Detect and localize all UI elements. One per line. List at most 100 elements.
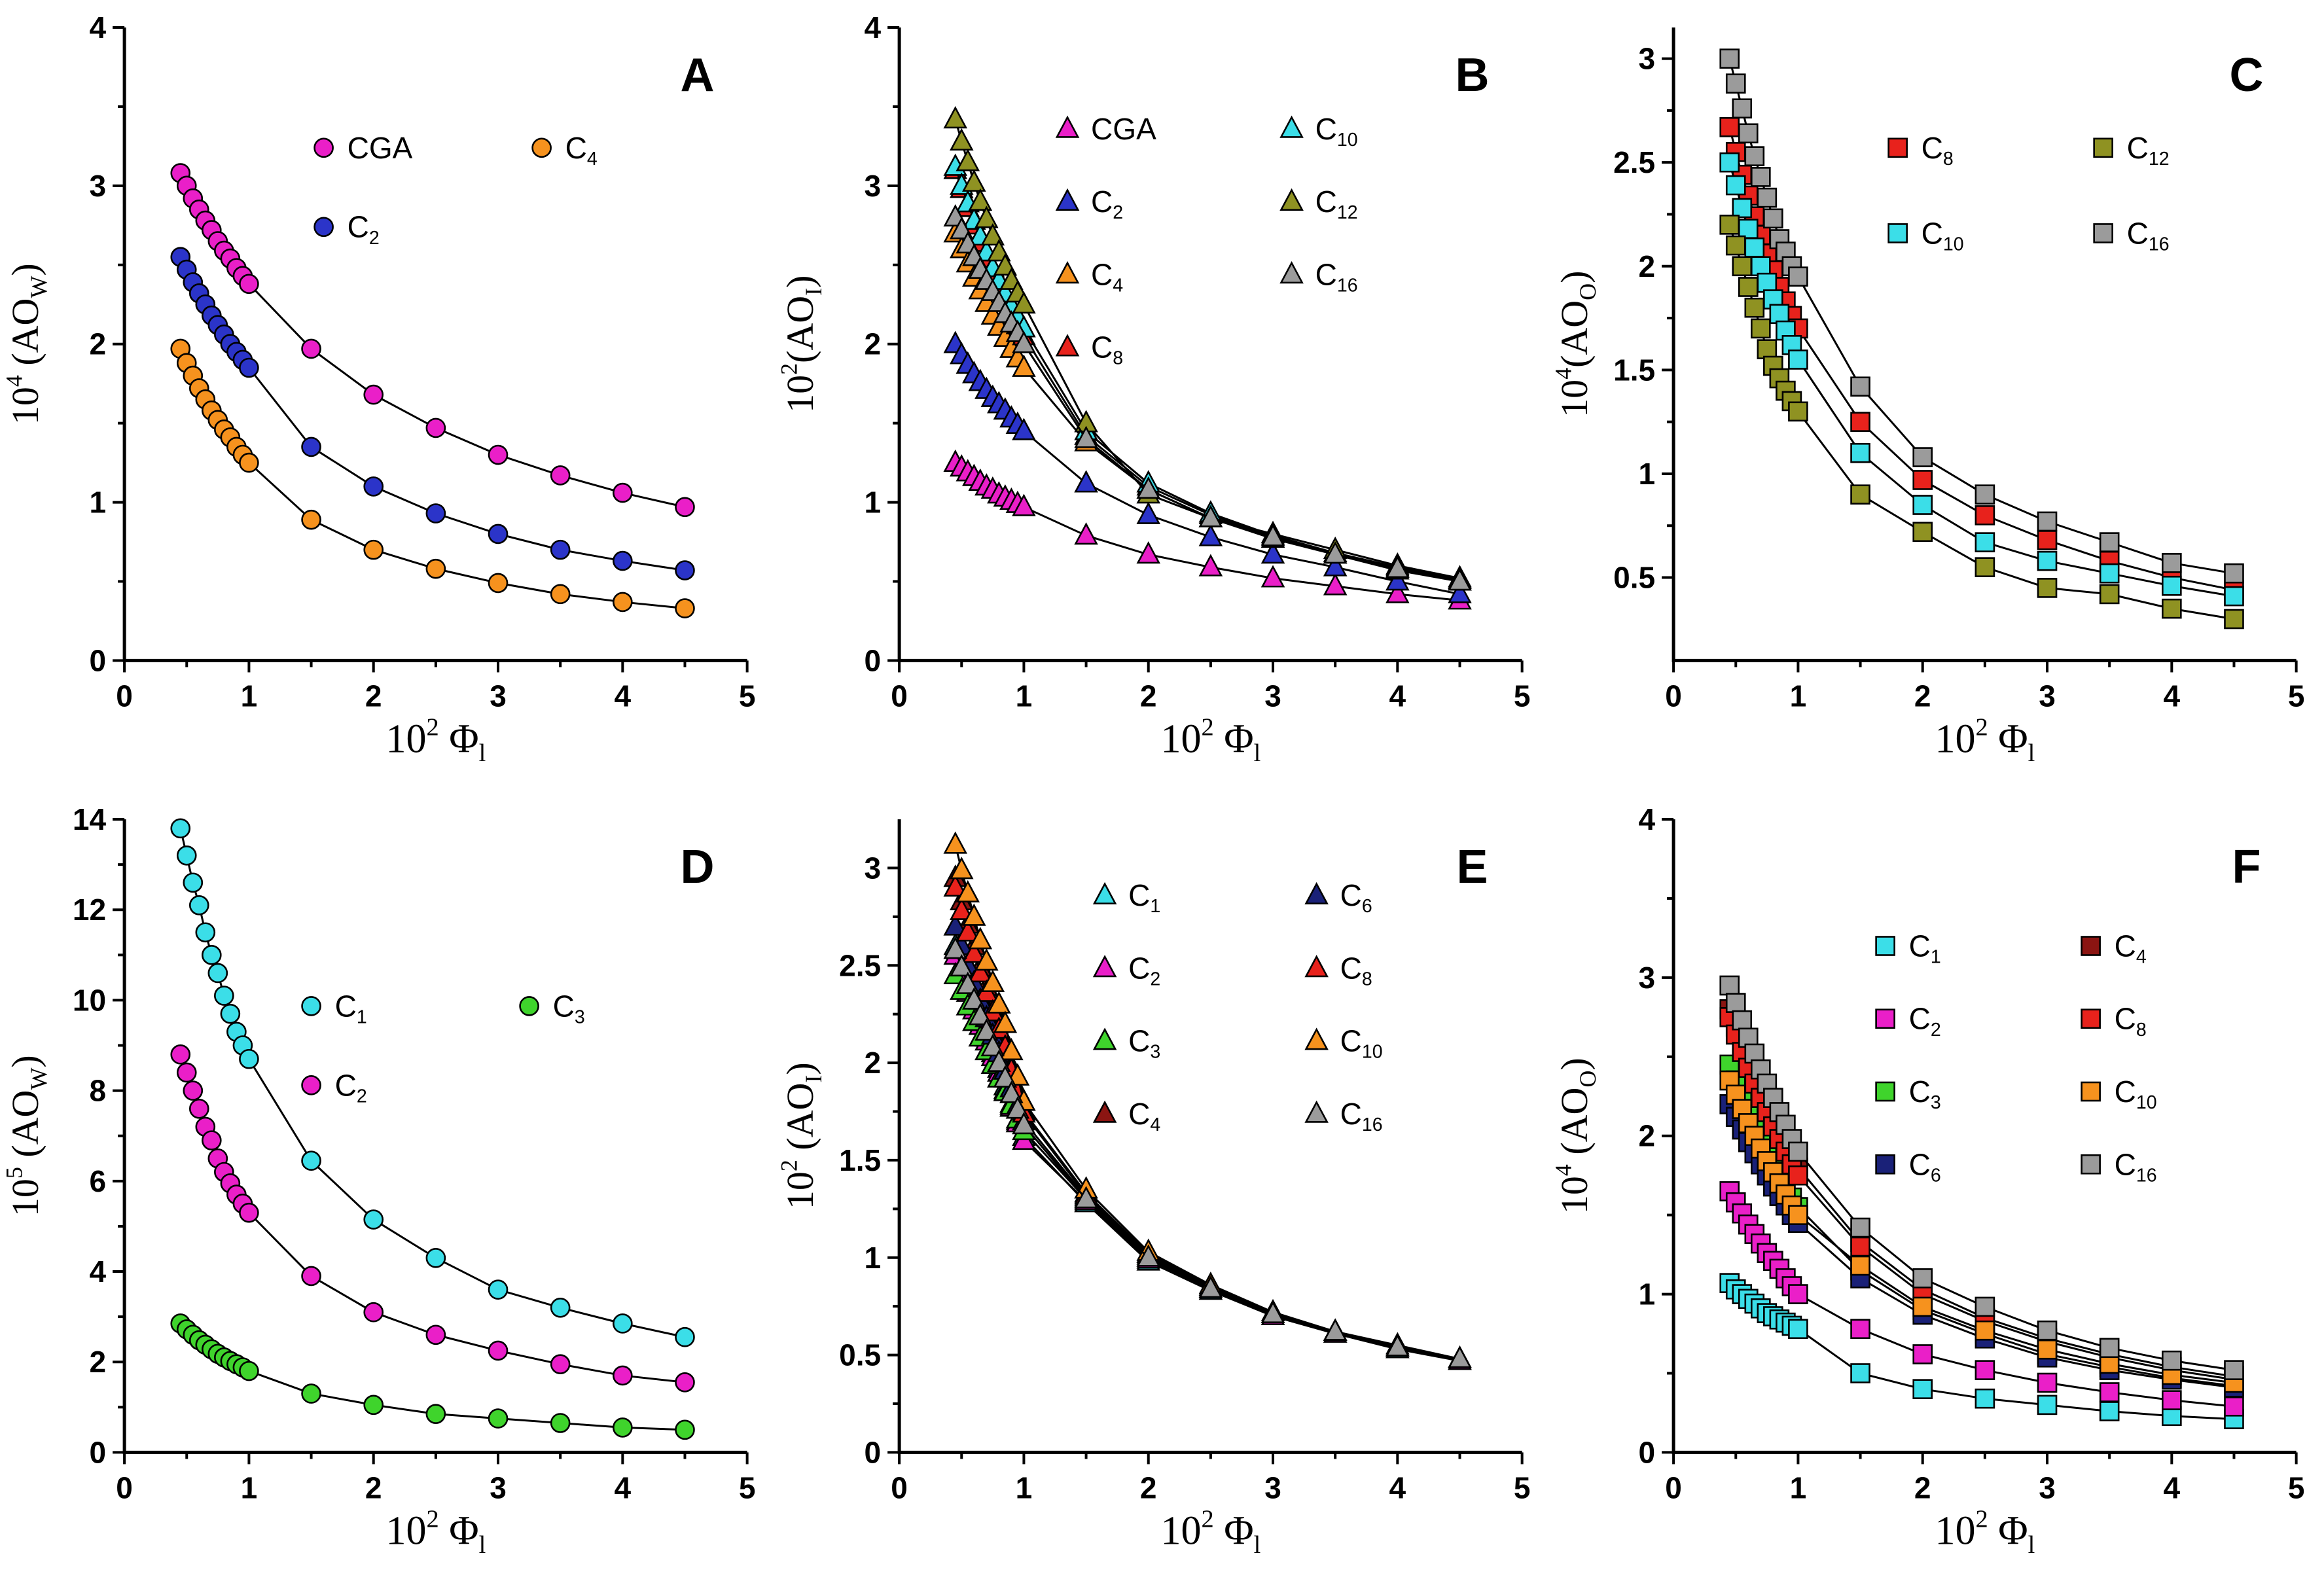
y-tick-label: 8 [89,1073,106,1107]
series-C4-point [301,509,321,530]
y-tick-label: 2.5 [1613,145,1655,179]
series-C12-point [943,106,967,129]
series-C1-point [220,1003,241,1023]
series-C16-point [1850,376,1871,397]
legend-label: C6 [1340,878,1372,917]
series-C2 [943,330,1472,603]
series-C3-line [954,974,1460,1360]
series-C2-point [1788,1283,1809,1304]
legend-marker [1875,1081,1896,1101]
y-tick-label: 1.5 [1613,353,1655,387]
legend-marker [1092,881,1117,904]
ticks [113,817,749,1464]
series-C12-point [1744,297,1765,318]
series-C3-point [239,1361,259,1381]
series-C10-point [1726,175,1746,196]
ticks [887,26,1524,673]
series-C1-point [202,944,222,965]
x-axis-label: 102 Φl [385,713,486,767]
series-C10-point [1912,495,1933,515]
panel-letter: F [2232,840,2261,893]
legend-label: C8 [1091,330,1123,369]
x-tick-label: 4 [2164,1470,2181,1504]
series-C2-point [183,1080,204,1101]
series-C2-point [425,1324,446,1345]
series-C2-point [550,1353,571,1374]
series-C10-point [956,880,980,902]
legend-label: C16 [2127,216,2170,255]
series-C16-point [1975,1296,1995,1317]
series-CGA-point [425,418,446,438]
series-C1-point [183,872,204,893]
series-C12-point [1726,235,1746,256]
series-C16-point [1136,476,1160,499]
series-C10-point [1744,237,1765,258]
x-tick-label: 2 [365,1470,382,1504]
series-C16-point [974,1018,999,1041]
series-C16-point [1788,1141,1809,1162]
series-C2-point [550,539,571,560]
series-C2-point [188,1098,209,1119]
legend-marker [1279,115,1304,138]
legend-marker [1875,1008,1896,1029]
legend-label: C6 [1909,1147,1941,1186]
series-C8-point [943,874,967,897]
x-axis-label: 102 Φl [1160,713,1260,767]
legend-marker [301,1075,321,1095]
series-C3-point [613,1417,633,1438]
series-C12-point [2037,578,2058,598]
legend-label: C12 [2127,131,2170,169]
y-tick-label: 2 [1639,1118,1656,1152]
x-axis-label: 102 Φl [1935,713,2035,767]
series-C2-point [2224,1396,2245,1417]
series-C16-point [1260,1300,1285,1323]
series-C12-point [1719,215,1740,235]
y-tick-label: 3 [1639,42,1656,76]
x-tick-label: 2 [365,679,382,713]
x-tick-label: 2 [1140,679,1157,713]
x-tick-label: 2 [1914,1470,1931,1504]
legend-label: C2 [1091,185,1123,223]
legend-label: C8 [1922,131,1954,169]
x-tick-label: 5 [739,1470,756,1504]
ticks [887,866,1524,1464]
x-tick-label: 3 [1264,679,1281,713]
chart-panel-A: 0 1 2 3 4 5 0 1 2 3 4 102 Φl 104 (AOW) A CGA C2 C4 [1,10,756,767]
y-tick-label: 1 [1639,1277,1656,1311]
legend-label: C8 [2115,1001,2147,1040]
y-axis-label: 105 (AOW) [1,1055,52,1217]
series-C12-point [961,169,986,192]
series-C16-point [1751,167,1771,187]
series-C4 [170,338,695,618]
series-C1-point [675,1326,695,1347]
series-C4-point [425,558,446,579]
series-C2-point [1323,554,1348,577]
legend-marker [301,995,321,1016]
series-C4-point [239,452,259,473]
x-tick-label: 1 [1790,679,1807,713]
legend-label: C3 [553,989,585,1027]
series-C16-point [1912,1268,1933,1289]
legend-marker [1055,261,1079,284]
x-tick-label: 5 [739,679,756,713]
series-C2-point [2162,1389,2182,1410]
x-tick-label: 4 [2164,679,2181,713]
series-C16-point [1757,187,1778,208]
y-tick-label: 0 [89,1435,106,1469]
series-C16-point [1732,98,1753,119]
series-C12-point [980,222,1005,246]
series-C10-point [949,856,974,879]
legend-marker [2081,935,2101,956]
series-C1-point [550,1297,571,1318]
series-C10-point [1732,198,1753,219]
x-tick-label: 5 [1514,679,1531,713]
series-C10-point [1850,1255,1871,1275]
y-tick-label: 0.5 [1613,561,1655,595]
x-tick-label: 3 [2039,679,2056,713]
series-C2-line [954,955,1460,1362]
legend-label: C10 [2115,1075,2157,1113]
legend-label: C2 [335,1068,367,1107]
series-C16-point [968,1002,992,1025]
series-C2-point [488,1340,509,1361]
series-C2-point [425,503,446,524]
